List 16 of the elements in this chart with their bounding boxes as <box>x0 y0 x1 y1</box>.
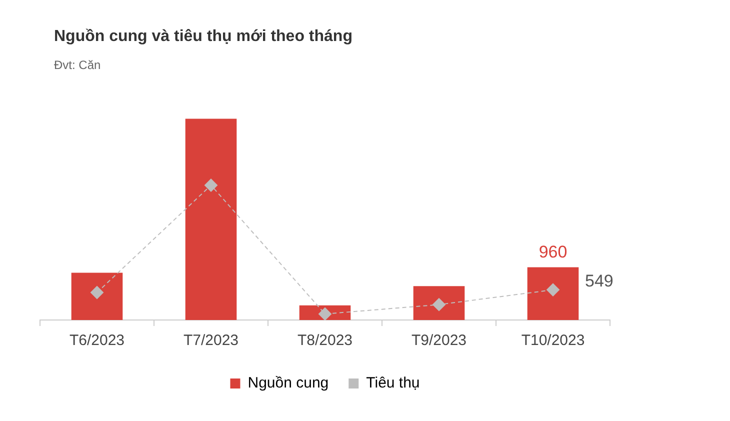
x-tick-label: T8/2023 <box>297 332 353 350</box>
bar <box>71 272 123 320</box>
legend-label: Nguồn cung <box>248 374 329 392</box>
data-label: 549 <box>585 271 614 290</box>
point <box>204 178 218 192</box>
bar <box>527 267 579 320</box>
x-tick-label: T7/2023 <box>183 332 239 350</box>
x-tick-label: T6/2023 <box>69 332 125 350</box>
legend-label: Tiêu thụ <box>366 374 420 392</box>
chart-subtitle: Đvt: Căn <box>54 58 101 72</box>
x-tick-label: T9/2023 <box>411 332 467 350</box>
bar <box>185 118 237 320</box>
bar <box>413 286 465 320</box>
data-label: 960 <box>538 242 568 262</box>
x-tick-label: T10/2023 <box>521 332 585 350</box>
chart-title: Nguồn cung và tiêu thụ mới theo tháng <box>54 28 352 46</box>
